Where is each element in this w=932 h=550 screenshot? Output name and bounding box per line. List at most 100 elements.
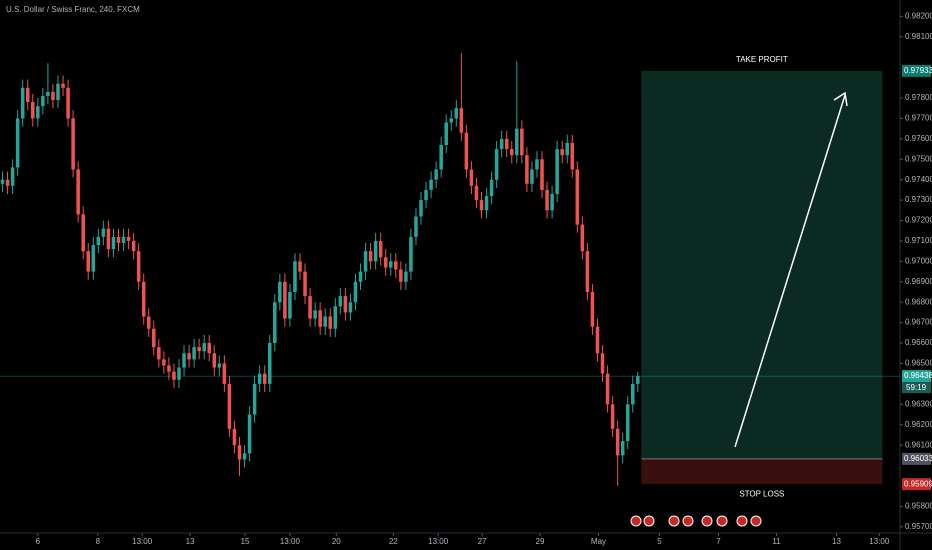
countdown-badge [902, 382, 931, 394]
candle-body [585, 251, 590, 293]
candle-body [545, 189, 549, 211]
candle-body [575, 169, 580, 225]
candle-body [636, 376, 640, 384]
event-icon [682, 515, 694, 527]
candle-body [434, 169, 438, 180]
y-tick-label: 0.97200 [905, 216, 932, 225]
candle-body [81, 214, 85, 252]
candle-body [368, 251, 373, 262]
candle-body [504, 138, 509, 150]
x-tick-label: 22 [389, 537, 398, 546]
candle-body [116, 236, 121, 243]
y-tick-label: 0.96500 [905, 359, 932, 368]
candle-body [338, 296, 343, 307]
x-tick-label: 5 [657, 537, 662, 546]
candle-body [101, 228, 106, 237]
candle-body [207, 343, 212, 354]
candle-body [424, 189, 428, 201]
x-tick-label: 6 [36, 537, 41, 546]
x-tick-label: 11 [772, 537, 781, 546]
candle-body [131, 240, 136, 252]
candle-body [31, 102, 35, 119]
candle-body [565, 142, 569, 156]
candle-body [525, 155, 529, 184]
candle-body [520, 128, 524, 156]
candle-body [388, 261, 393, 268]
candle-body [479, 200, 484, 211]
candle-body [394, 261, 398, 270]
countdown: 59:19 [906, 383, 927, 392]
candle-body [530, 169, 534, 184]
candle-body [333, 306, 338, 329]
candle-body [358, 271, 363, 282]
y-tick-label: 0.96200 [905, 420, 932, 429]
candle-body [399, 269, 403, 282]
candle-body [157, 347, 161, 360]
stop-loss-label: STOP LOSS [739, 489, 784, 498]
price-badge [902, 452, 931, 465]
x-tick-label: 7 [716, 537, 721, 546]
event-icon [643, 515, 655, 527]
event-icon [668, 515, 680, 527]
event-icon [736, 515, 748, 527]
candle-body [242, 453, 247, 460]
y-tick-label: 0.97100 [905, 236, 932, 245]
candle-body [162, 359, 166, 366]
candle-body [454, 108, 459, 119]
candle-body [252, 383, 257, 415]
candle-body [192, 347, 196, 360]
candle-body [172, 371, 176, 380]
candle-body [378, 240, 383, 258]
y-tick-label: 0.96600 [905, 338, 932, 347]
x-tick-label: 13 [832, 537, 841, 546]
price-badge-label: 0.95909 [904, 479, 932, 488]
candle-body [489, 179, 494, 197]
candle-body [56, 83, 60, 101]
y-tick-label: 0.95800 [905, 502, 932, 511]
candle-body [146, 316, 151, 329]
candle-body [474, 185, 479, 201]
y-tick-label: 0.97800 [905, 93, 932, 102]
take-profit-label: TAKE PROFIT [736, 55, 788, 64]
candle-body [308, 296, 312, 319]
candle-body [202, 343, 206, 352]
candle-body [222, 363, 227, 384]
y-tick-label: 0.98100 [905, 32, 932, 41]
candle-body [46, 91, 50, 96]
candle-body [177, 367, 181, 380]
candle-body [283, 281, 287, 319]
arrow-head [833, 91, 848, 107]
candle-body [61, 83, 65, 88]
y-tick-label: 0.96300 [905, 399, 932, 408]
candle-body [15, 118, 20, 168]
candle-body [141, 281, 146, 317]
stop-loss-zone [641, 458, 883, 485]
candle-body [41, 95, 45, 107]
x-tick-label: 20 [332, 537, 341, 546]
candle-body [595, 326, 600, 354]
x-tick-label: 15 [241, 537, 250, 546]
price-badge-label: 0.97933 [904, 66, 932, 75]
y-tick-label: 0.98200 [905, 11, 932, 20]
y-tick-label: 0.96800 [905, 297, 932, 306]
candle-body [560, 149, 564, 156]
price-badge [902, 478, 931, 491]
candle-body [494, 149, 499, 180]
candle-body [535, 159, 539, 170]
candle-body [273, 302, 277, 344]
candle-body [429, 179, 433, 190]
event-icon [701, 515, 713, 527]
candle-body [106, 228, 111, 250]
candle-body [76, 169, 80, 215]
candle-body [267, 343, 272, 384]
candle-body [212, 353, 217, 368]
candle-body [605, 373, 610, 405]
x-tick-label: 29 [536, 537, 545, 546]
candle-body [353, 281, 358, 303]
y-tick-label: 0.97600 [905, 134, 932, 143]
candle-body [444, 122, 448, 145]
candle-body [318, 310, 322, 327]
candle-body [383, 257, 388, 268]
candle-body [439, 144, 443, 170]
